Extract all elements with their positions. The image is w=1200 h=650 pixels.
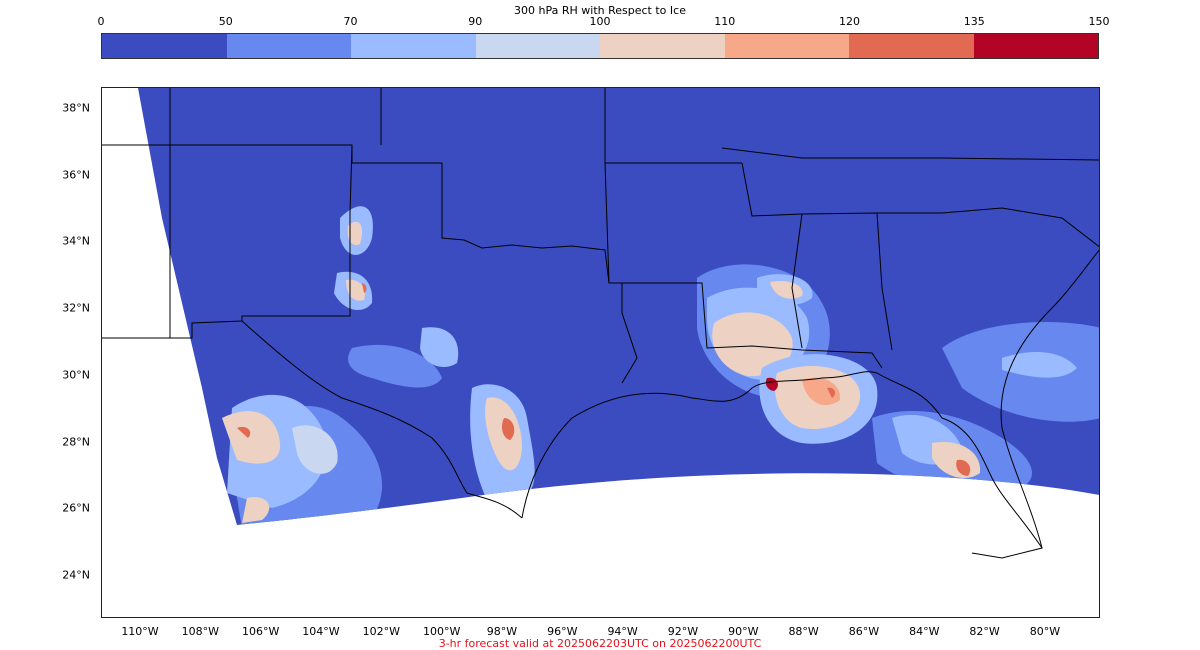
colorbar-segment — [724, 34, 849, 58]
longitude-label: 110°W — [121, 625, 159, 638]
longitude-label: 100°W — [422, 625, 461, 638]
moist-area-mobile-gulf — [759, 354, 878, 444]
longitude-label: 80°W — [1029, 625, 1061, 638]
rh-field — [138, 88, 1099, 525]
moist-area-tampa-gulf — [872, 322, 1099, 494]
longitude-label: 98°W — [486, 625, 518, 638]
latitude-label: 34°N — [62, 234, 90, 248]
longitude-label: 102°W — [362, 625, 400, 638]
longitude-label: 86°W — [848, 625, 880, 638]
colorbar-segment — [600, 34, 725, 58]
latitude-label: 32°N — [62, 301, 90, 315]
moist-area-west-texas-gulf — [222, 394, 382, 525]
colorbar-tick-label: 150 — [1088, 15, 1110, 28]
longitude-label: 88°W — [788, 625, 819, 638]
colorbar-segment — [475, 34, 600, 58]
colorbar-segment — [102, 34, 227, 58]
colorbar-tick-label: 70 — [343, 15, 358, 28]
colorbar-title: 300 hPa RH with Respect to Ice — [514, 4, 686, 17]
longitude-label: 106°W — [241, 625, 280, 638]
latitude-label: 26°N — [62, 501, 90, 515]
colorbar-tick-label: 0 — [97, 15, 105, 28]
latitude-label: 24°N — [62, 568, 90, 582]
colorbar — [101, 33, 1099, 59]
forecast-valid-text: 3-hr forecast valid at 2025062203UTC on … — [438, 637, 762, 650]
longitude-label: 108°W — [181, 625, 220, 638]
latitude-label: 38°N — [62, 101, 90, 115]
colorbar-tick-label: 90 — [468, 15, 483, 28]
longitude-label: 104°W — [302, 625, 340, 638]
moist-area-new-mexico — [334, 206, 373, 311]
colorbar-segment — [226, 34, 351, 58]
longitude-label: 90°W — [728, 625, 759, 638]
longitude-label: 94°W — [607, 625, 638, 638]
state-borders — [102, 88, 1099, 559]
latitude-label: 36°N — [62, 168, 90, 182]
longitude-label: 82°W — [969, 625, 1000, 638]
latitude-label: 28°N — [62, 435, 90, 448]
colorbar-segment — [351, 34, 476, 58]
colorbar-tick-labels: 0 50 70 90 100 110 120 135 150 — [0, 0, 1200, 34]
map-panel — [101, 87, 1100, 618]
colorbar-tick-label: 100 — [589, 15, 611, 28]
longitude-label: 96°W — [547, 625, 578, 638]
colorbar-tick-label: 120 — [839, 15, 860, 28]
moist-area-south-texas — [348, 327, 535, 500]
longitude-label: 84°W — [909, 625, 940, 638]
longitude-label: 92°W — [667, 625, 699, 638]
latitude-label: 30°N — [62, 368, 90, 382]
colorbar-tick-label: 110 — [714, 15, 736, 28]
map-canvas — [102, 88, 1099, 559]
colorbar-segment — [973, 34, 1098, 58]
colorbar-tick-label: 135 — [963, 15, 985, 28]
colorbar-tick-label: 50 — [218, 15, 233, 28]
colorbar-segment — [849, 34, 974, 58]
